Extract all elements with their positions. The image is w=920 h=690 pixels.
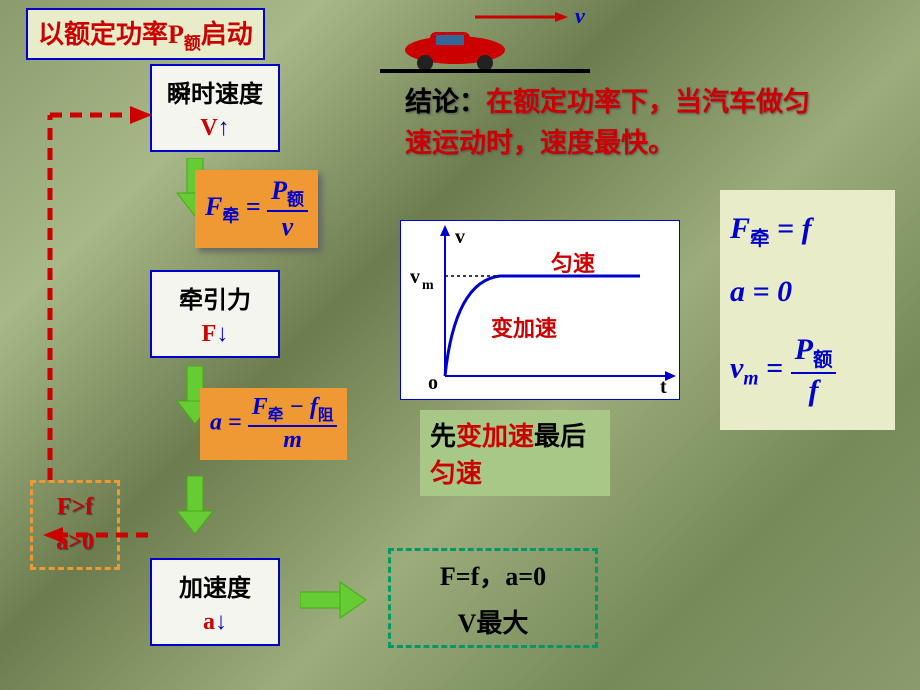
car-diagram: v xyxy=(380,5,590,75)
arrow-right-icon xyxy=(300,580,370,620)
conclusion: 结论：在额定功率下，当汽车做匀速运动时，速度最快。 xyxy=(405,82,835,163)
arrow-down-icon xyxy=(175,476,215,536)
result-box: F=f，a=0 V最大 xyxy=(388,548,598,648)
box2-var: F xyxy=(202,321,217,347)
flow-box-acceleration: 加速度 a↓ xyxy=(150,558,280,646)
car-svg: v xyxy=(380,5,590,75)
conclusion-label: 结论： xyxy=(405,87,486,117)
box3-var: a xyxy=(203,609,215,635)
title-text: 以额定功率P额启动 xyxy=(38,14,253,54)
box3-arrow: ↓ xyxy=(215,609,227,635)
result-line1: F=f，a=0 xyxy=(440,556,546,593)
svg-text:v: v xyxy=(455,226,465,248)
box1-var: V xyxy=(200,115,217,141)
graph-phase2: 匀速 xyxy=(551,246,595,278)
result-rest: 最大 xyxy=(476,609,528,638)
box1-arrow: ↑ xyxy=(218,115,230,141)
box2-label: 牵引力 xyxy=(179,280,251,315)
vt-graph: v t o v m 匀速 变加速 xyxy=(400,220,680,400)
graph-svg: v t o v m xyxy=(400,221,680,399)
summary-box: 先变加速最后匀速 xyxy=(420,410,610,496)
formula-acceleration: a = F牵 − f阻 m xyxy=(200,388,347,460)
svg-text:v: v xyxy=(410,266,420,288)
box2-arrow: ↓ xyxy=(216,321,228,347)
dashed-arrow-left xyxy=(38,525,148,545)
result-V: V xyxy=(458,609,477,638)
box3-label: 加速度 xyxy=(179,568,251,603)
box1-label: 瞬时速度 xyxy=(167,74,263,109)
svg-text:m: m xyxy=(422,278,434,293)
dashed-arrow-loop xyxy=(40,100,160,490)
loop-line1: F>f xyxy=(57,494,93,521)
equations-box: F牵 = f a = 0 vm = P额 f xyxy=(720,190,895,430)
formula-traction: F牵 = P额 v xyxy=(195,170,318,248)
velocity-label: v xyxy=(575,5,585,28)
graph-phase1: 变加速 xyxy=(491,311,557,343)
eq1: F牵 = f xyxy=(730,212,812,251)
flow-box-traction: 牵引力 F↓ xyxy=(150,270,280,358)
flow-box-velocity: 瞬时速度 V↑ xyxy=(150,64,280,152)
svg-text:t: t xyxy=(660,376,667,398)
title-box: 以额定功率P额启动 xyxy=(26,8,265,60)
eq2: a = 0 xyxy=(730,275,792,309)
eq3: vm = P额 f xyxy=(730,333,836,408)
svg-text:o: o xyxy=(428,372,438,394)
